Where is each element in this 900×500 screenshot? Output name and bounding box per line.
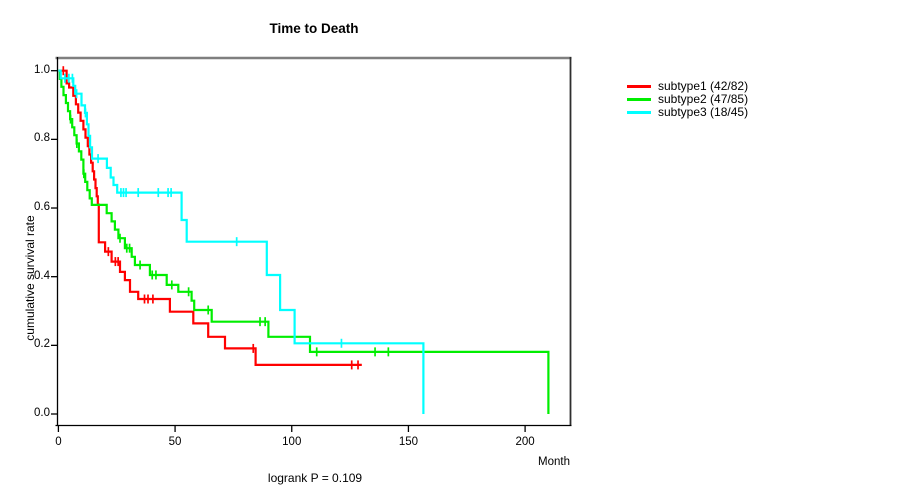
x-tick-label: 200 — [515, 436, 535, 448]
x-tick-label: 50 — [168, 436, 182, 448]
legend-line-swatch-0 — [627, 85, 651, 88]
x-axis-title: Month — [538, 456, 570, 468]
x-tick-label: 100 — [282, 436, 302, 448]
x-tick-label: 150 — [398, 436, 419, 448]
y-tick-label: 0.2 — [34, 338, 50, 351]
legend-line-swatch-2 — [627, 111, 651, 114]
legend-line-swatch-1 — [627, 98, 651, 101]
y-tick-label: 0.0 — [34, 407, 50, 419]
survival-curve-3 — [58, 69, 425, 414]
x-tick-label: 0 — [55, 436, 62, 448]
legend-label: subtype3 (18/45) — [658, 105, 749, 119]
legend-item-subtype1: subtype1 (42/82) — [627, 80, 748, 93]
y-tick-label: 1.0 — [34, 63, 50, 76]
y-tick-label: 0.8 — [34, 132, 50, 145]
legend-label: subtype1 (42/82) — [658, 79, 749, 93]
y-tick-label: 0.4 — [34, 269, 50, 282]
chart-title: Time to Death — [269, 21, 359, 36]
legend-item-subtype2: subtype2 (47/85) — [627, 93, 748, 106]
logrank-pvalue-annotation: logrank P = 0.109 — [267, 471, 363, 485]
legend-item-subtype3: subtype3 (18/45) — [627, 106, 748, 119]
survival-curve-2 — [58, 69, 550, 414]
survival-curve-1 — [58, 69, 362, 366]
legend: subtype1 (42/82) subtype2 (47/85) subtyp… — [627, 80, 748, 119]
y-tick-label: 0.6 — [34, 201, 50, 214]
legend-label: subtype2 (47/85) — [658, 92, 749, 106]
